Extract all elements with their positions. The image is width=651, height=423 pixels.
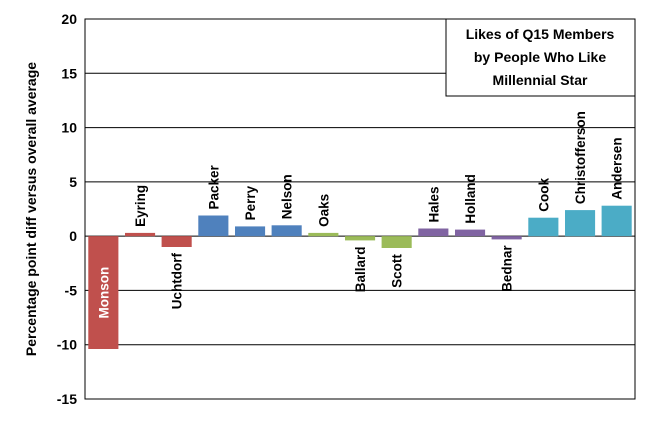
category-label: Scott [390, 254, 405, 288]
category-label: Holland [463, 174, 478, 224]
y-tick-label: -15 [57, 391, 77, 407]
bar-holland [455, 229, 486, 237]
category-label: Bednar [500, 245, 515, 292]
bar-scott [381, 236, 412, 248]
bar-packer [198, 215, 229, 237]
plot-area-border [84, 18, 636, 400]
bar-eyring [125, 232, 156, 237]
category-label: Cook [536, 177, 551, 211]
category-label: Nelson [280, 174, 295, 219]
bar-uchtdorf [161, 236, 192, 247]
bar-hales [418, 228, 449, 237]
y-axis-label: Percentage point diff versus overall ave… [23, 62, 39, 356]
category-label: Christofferson [573, 111, 588, 204]
category-labels: Monson Eyring Uchtdorf Packer Perry Nelson Oak… [96, 111, 624, 318]
category-label: Monson [96, 267, 111, 319]
bar-oaks [308, 232, 339, 237]
gridlines [85, 72, 635, 346]
bar-cook [528, 217, 559, 237]
chart-title-line-3: Millennial Star [493, 72, 588, 88]
y-tick-label: 0 [69, 228, 77, 244]
category-label: Eyring [133, 185, 148, 227]
y-tick-label: -10 [57, 337, 77, 353]
category-label: Ballard [353, 247, 368, 293]
bar-ballard [345, 236, 376, 241]
y-tick-label: -5 [65, 282, 78, 298]
y-tick-label: 5 [69, 174, 77, 190]
category-label: Packer [206, 164, 221, 209]
chart-title-box: Likes of Q15 Members by People Who Like … [445, 18, 636, 97]
chart-title-line-1: Likes of Q15 Members [466, 26, 615, 42]
bar-nelson [271, 225, 302, 237]
bar-bednar [491, 236, 522, 240]
bar-monson [88, 236, 119, 349]
bar-perry [235, 226, 266, 237]
y-tick-label: 20 [61, 11, 77, 27]
chart-title-line-2: by People Who Like [474, 49, 606, 65]
y-tick-label: 10 [61, 120, 77, 136]
bar-andersen [601, 205, 632, 237]
bar-christofferson [565, 210, 596, 237]
category-label: Perry [243, 185, 258, 220]
category-label: Uchtdorf [170, 253, 185, 310]
y-tick-label: 15 [61, 65, 77, 81]
bars [88, 205, 632, 349]
category-label: Andersen [610, 137, 625, 199]
category-label: Hales [426, 186, 441, 222]
category-label: Oaks [316, 194, 331, 227]
y-tick-labels: -15 -10 -5 0 5 10 15 20 [57, 11, 77, 407]
